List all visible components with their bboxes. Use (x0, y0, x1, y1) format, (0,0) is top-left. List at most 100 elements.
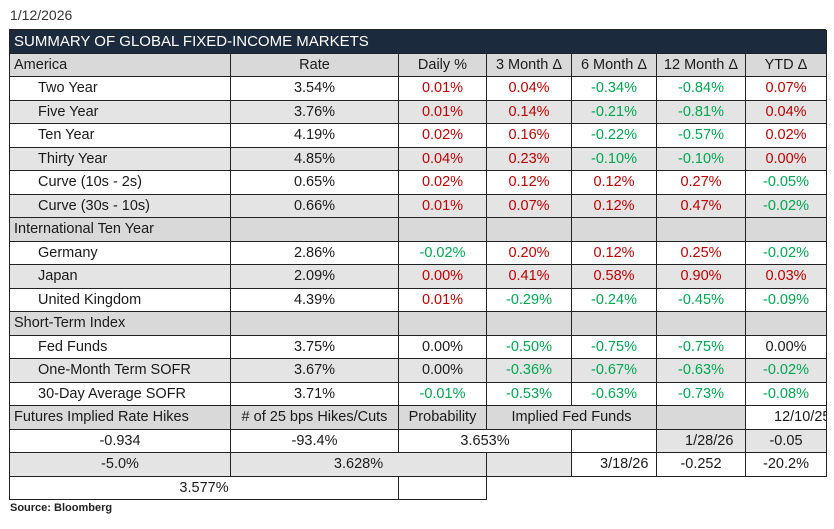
row-label: Curve (10s - 2s) (10, 171, 231, 195)
row-label: Curve (30s - 10s) (10, 194, 231, 218)
column-header: Rate (231, 53, 399, 77)
row-label: Fed Funds (10, 335, 231, 359)
change-cell: -0.05% (746, 171, 827, 195)
change-cell: 0.12% (487, 171, 572, 195)
rate-cell: 3.54% (231, 77, 399, 101)
column-header: 3 Month Δ (487, 53, 572, 77)
change-cell: 0.12% (572, 241, 657, 265)
section-heading: International Ten Year (10, 218, 231, 242)
change-cell: 0.01% (399, 100, 487, 124)
change-cell: -0.63% (572, 382, 657, 406)
markets-table: SUMMARY OF GLOBAL FIXED-INCOME MARKETS Am… (9, 29, 827, 500)
section-heading: Short-Term Index (10, 312, 231, 336)
change-cell: -0.29% (487, 288, 572, 312)
row-label: 30-Day Average SOFR (10, 382, 231, 406)
table-title: SUMMARY OF GLOBAL FIXED-INCOME MARKETS (10, 30, 827, 54)
change-cell: 0.20% (487, 241, 572, 265)
row-label: United Kingdom (10, 288, 231, 312)
futures-cell: -20.2% (746, 453, 827, 477)
change-cell: -0.24% (572, 288, 657, 312)
change-cell: -0.63% (657, 359, 746, 383)
futures-cell: 3.577% (10, 476, 399, 500)
change-cell: 0.00% (399, 265, 487, 289)
change-cell: -0.50% (487, 335, 572, 359)
futures-empty (399, 476, 487, 500)
heading-cell (572, 218, 657, 242)
rate-cell: 4.39% (231, 288, 399, 312)
meeting-date: 3/18/26 (572, 453, 657, 477)
change-cell: -0.10% (572, 147, 657, 171)
row-label: Ten Year (10, 124, 231, 148)
futures-cell: -0.252 (657, 453, 746, 477)
heading-cell (657, 218, 746, 242)
change-cell: 0.04% (487, 77, 572, 101)
change-cell: -0.08% (746, 382, 827, 406)
change-cell: 0.07% (746, 77, 827, 101)
futures-cell: 3.628% (231, 453, 487, 477)
source-note: Source: Bloomberg (10, 502, 113, 514)
heading-cell (231, 312, 399, 336)
change-cell: -0.73% (657, 382, 746, 406)
change-cell: 0.16% (487, 124, 572, 148)
change-cell: -0.21% (572, 100, 657, 124)
change-cell: -0.02% (399, 241, 487, 265)
column-header: 6 Month Δ (572, 53, 657, 77)
change-cell: -0.02% (746, 241, 827, 265)
rate-cell: 3.71% (231, 382, 399, 406)
change-cell: 0.00% (746, 335, 827, 359)
futures-cell: -0.934 (10, 429, 231, 453)
report-date: 1/12/2026 (10, 7, 73, 23)
change-cell: -0.10% (657, 147, 746, 171)
rate-cell: 2.86% (231, 241, 399, 265)
futures-header: # of 25 bps Hikes/Cuts (231, 406, 399, 430)
change-cell: 0.27% (657, 171, 746, 195)
change-cell: 0.41% (487, 265, 572, 289)
rate-cell: 3.67% (231, 359, 399, 383)
change-cell: 0.12% (572, 171, 657, 195)
heading-cell (487, 218, 572, 242)
change-cell: 0.07% (487, 194, 572, 218)
futures-empty (487, 453, 572, 477)
row-label: Five Year (10, 100, 231, 124)
change-cell: 0.03% (746, 265, 827, 289)
futures-cell: -93.4% (231, 429, 399, 453)
column-header: Daily % (399, 53, 487, 77)
change-cell: 0.04% (399, 147, 487, 171)
change-cell: 0.00% (399, 335, 487, 359)
change-cell: 0.58% (572, 265, 657, 289)
change-cell: -0.01% (399, 382, 487, 406)
heading-cell (487, 312, 572, 336)
change-cell: -0.53% (487, 382, 572, 406)
change-cell: -0.09% (746, 288, 827, 312)
change-cell: -0.81% (657, 100, 746, 124)
change-cell: 0.02% (746, 124, 827, 148)
heading-cell (231, 218, 399, 242)
change-cell: -0.75% (657, 335, 746, 359)
rate-cell: 0.66% (231, 194, 399, 218)
change-cell: 0.00% (746, 147, 827, 171)
change-cell: 0.01% (399, 194, 487, 218)
change-cell: 0.23% (487, 147, 572, 171)
change-cell: 0.12% (572, 194, 657, 218)
change-cell: 0.14% (487, 100, 572, 124)
heading-cell (657, 312, 746, 336)
change-cell: 0.02% (399, 124, 487, 148)
change-cell: 0.01% (399, 288, 487, 312)
change-cell: -0.34% (572, 77, 657, 101)
change-cell: -0.22% (572, 124, 657, 148)
rate-cell: 4.19% (231, 124, 399, 148)
change-cell: -0.67% (572, 359, 657, 383)
change-cell: 0.47% (657, 194, 746, 218)
change-cell: -0.84% (657, 77, 746, 101)
change-cell: -0.02% (746, 359, 827, 383)
futures-header: Probability (399, 406, 487, 430)
futures-header-empty (657, 406, 746, 430)
futures-header: Futures Implied Rate Hikes (10, 406, 231, 430)
meeting-date: 12/10/25 (746, 406, 827, 430)
futures-header: Implied Fed Funds (487, 406, 657, 430)
change-cell: 0.90% (657, 265, 746, 289)
change-cell: -0.36% (487, 359, 572, 383)
change-cell: -0.75% (572, 335, 657, 359)
change-cell: 0.04% (746, 100, 827, 124)
